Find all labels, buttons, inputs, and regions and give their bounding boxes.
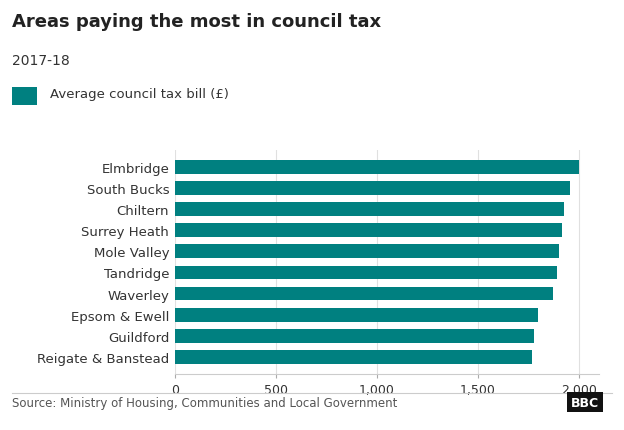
Bar (175, 266, 557, 280)
Bar (175, 350, 532, 364)
Bar (175, 182, 570, 195)
Bar (175, 245, 559, 258)
Text: Areas paying the most in council tax: Areas paying the most in council tax (12, 13, 382, 31)
Text: Source: Ministry of Housing, Communities and Local Government: Source: Ministry of Housing, Communities… (12, 396, 398, 408)
Bar (175, 308, 539, 322)
Text: Average council tax bill (£): Average council tax bill (£) (50, 88, 229, 101)
Bar (175, 203, 564, 216)
Bar (175, 224, 562, 237)
Bar (175, 287, 553, 301)
Bar (175, 329, 534, 343)
Text: BBC: BBC (571, 396, 599, 408)
Bar (175, 161, 579, 174)
Text: 2017-18: 2017-18 (12, 54, 71, 68)
